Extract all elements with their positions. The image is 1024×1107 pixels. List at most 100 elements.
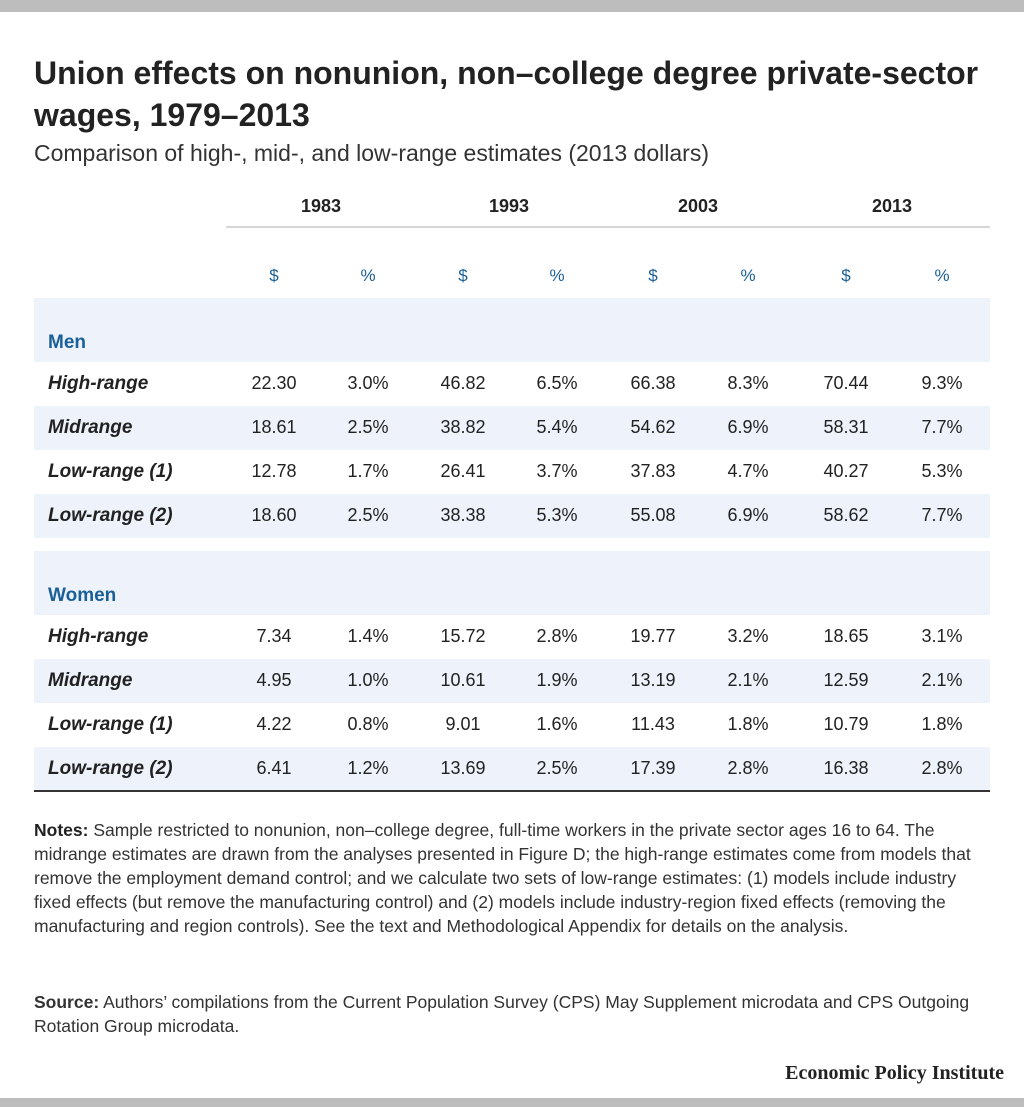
table-cell: 2.8%	[727, 758, 769, 778]
table-cell: 2.1%	[921, 670, 963, 690]
table-cell: 2.5%	[536, 758, 578, 778]
row-label: Midrange	[48, 670, 133, 691]
table-cell: 6.9%	[727, 505, 769, 525]
row-label: Low-range (1)	[48, 461, 173, 482]
table-cell: 3.1%	[921, 626, 963, 646]
table-cell: 1.4%	[347, 626, 389, 646]
table-cell: 40.27	[823, 461, 869, 481]
row-label: Midrange	[48, 417, 133, 438]
table-cell: 54.62	[630, 417, 676, 437]
table-cell: 58.31	[823, 417, 869, 437]
table-cell: 38.38	[440, 505, 486, 525]
table-cell: 4.22	[256, 714, 292, 734]
year-header-row: 1983 1993 2003 2013	[226, 192, 990, 228]
unit-header: %	[360, 266, 376, 285]
table-cell: 3.0%	[347, 373, 389, 393]
table-cell: 26.41	[440, 461, 486, 481]
row-label: High-range	[48, 373, 149, 394]
table-cell: 1.7%	[347, 461, 389, 481]
table-row: Low-range (2) 6.41 1.2% 13.69 2.5% 17.39 2.8% 1…	[34, 747, 990, 791]
table-cell: 7.7%	[921, 417, 963, 437]
table-cell: 6.41	[256, 758, 292, 778]
table-cell: 58.62	[823, 505, 869, 525]
table-row: Low-range (1) 12.78 1.7% 26.41 3.7% 37.83 4.7%…	[34, 450, 990, 494]
table-cell: 16.38	[823, 758, 869, 778]
unit-header: $	[269, 266, 279, 285]
table-cell: 5.4%	[536, 417, 578, 437]
table-cell: 13.19	[630, 670, 676, 690]
unit-header: $	[841, 266, 851, 285]
table-cell: 55.08	[630, 505, 676, 525]
table-cell: 1.8%	[921, 714, 963, 734]
table-cell: 1.2%	[347, 758, 389, 778]
table-cell: 5.3%	[921, 461, 963, 481]
table-cell: 5.3%	[536, 505, 578, 525]
unit-header: $	[648, 266, 658, 285]
table-cell: 12.59	[823, 670, 869, 690]
row-label: Low-range (1)	[48, 714, 173, 735]
table-cell: 1.9%	[536, 670, 578, 690]
table-cell: 9.3%	[921, 373, 963, 393]
brand-logo: Economic Policy Institute	[785, 1062, 1004, 1084]
unit-header: %	[934, 266, 950, 285]
bottom-frame-bar	[0, 1098, 1024, 1107]
unit-header: %	[549, 266, 565, 285]
source-text: Authors’ compilations from the Current P…	[34, 992, 970, 1036]
group-label: Men	[48, 332, 86, 353]
table-cell: 0.8%	[347, 714, 389, 734]
table-cell: 7.34	[256, 626, 292, 646]
table-cell: 3.2%	[727, 626, 769, 646]
table-cell: 11.43	[631, 714, 675, 734]
notes: Notes: Sample restricted to nonunion, no…	[34, 818, 994, 938]
table-row: Midrange 4.95 1.0% 10.61 1.9% 13.19 2.1% 12.59 2…	[34, 659, 990, 703]
year-header: 2013	[871, 196, 913, 216]
table-cell: 19.77	[630, 626, 676, 646]
notes-text: Sample restricted to nonunion, non–colle…	[34, 820, 971, 936]
group-header-band	[34, 298, 990, 362]
table-cell: 2.8%	[921, 758, 963, 778]
table-row: Midrange 18.61 2.5% 38.82 5.4% 54.62 6.9% 58.31…	[34, 406, 990, 450]
year-header: 2003	[677, 196, 719, 216]
year-header: 1993	[488, 196, 530, 216]
table-cell: 10.61	[440, 670, 486, 690]
table-bottom-rule	[34, 790, 990, 792]
table-row: Low-range (2) 18.60 2.5% 38.38 5.3% 55.08 6.9%…	[34, 494, 990, 538]
table-cell: 1.6%	[536, 714, 578, 734]
table-cell: 12.78	[251, 461, 297, 481]
table-cell: 3.7%	[536, 461, 578, 481]
unit-header: %	[740, 266, 756, 285]
table-cell: 18.65	[823, 626, 869, 646]
source-label: Source:	[34, 992, 100, 1012]
table-cell: 2.5%	[347, 505, 389, 525]
table-cell: 70.44	[823, 373, 869, 393]
table-cell: 13.69	[440, 758, 486, 778]
table-cell: 37.83	[630, 461, 676, 481]
table-cell: 18.60	[251, 505, 297, 525]
group-label: Women	[48, 585, 117, 606]
table-row: High-range 22.30 3.0% 46.82 6.5% 66.38 8.3% 70.…	[34, 362, 990, 406]
table-cell: 4.95	[256, 670, 292, 690]
table-cell: 2.8%	[536, 626, 578, 646]
table-cell: 15.72	[440, 626, 486, 646]
table-cell: 2.1%	[727, 670, 769, 690]
table-cell: 8.3%	[727, 373, 769, 393]
row-label: Low-range (2)	[48, 505, 173, 526]
table-cell: 10.79	[823, 714, 869, 734]
notes-label: Notes:	[34, 820, 89, 840]
chart-title: Union effects on nonunion, non–college d…	[34, 55, 979, 133]
table-cell: 1.0%	[347, 670, 389, 690]
group-header-band	[34, 551, 990, 615]
table-cell: 38.82	[440, 417, 486, 437]
table-cell: 22.30	[251, 373, 297, 393]
table-cell: 66.38	[630, 373, 676, 393]
table-cell: 6.5%	[536, 373, 578, 393]
top-frame-bar	[0, 0, 1024, 12]
source: Source: Authors’ compilations from the C…	[34, 990, 994, 1038]
table-cell: 4.7%	[727, 461, 769, 481]
table-cell: 18.61	[251, 417, 297, 437]
table-row: High-range 7.34 1.4% 15.72 2.8% 19.77 3.2% 18.6…	[34, 615, 990, 659]
row-label: High-range	[48, 626, 149, 647]
table-cell: 2.5%	[347, 417, 389, 437]
row-label: Low-range (2)	[48, 758, 173, 779]
chart-subtitle: Comparison of high-, mid-, and low-range…	[34, 140, 709, 166]
